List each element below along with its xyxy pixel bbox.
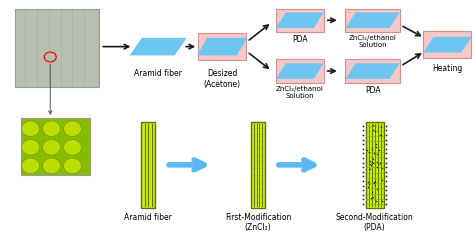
Text: PDA: PDA: [365, 86, 381, 95]
Ellipse shape: [22, 139, 40, 155]
Text: ZnCl₂/ethanol
Solution: ZnCl₂/ethanol Solution: [349, 35, 397, 48]
Text: Heating: Heating: [432, 64, 463, 73]
Ellipse shape: [22, 121, 40, 137]
Ellipse shape: [64, 139, 82, 155]
FancyBboxPatch shape: [276, 59, 324, 83]
FancyBboxPatch shape: [345, 9, 400, 32]
FancyBboxPatch shape: [423, 31, 471, 58]
FancyBboxPatch shape: [345, 59, 400, 83]
Polygon shape: [346, 12, 400, 28]
Polygon shape: [130, 38, 187, 55]
FancyBboxPatch shape: [365, 122, 383, 208]
Text: Second-Modification
(PDA): Second-Modification (PDA): [336, 213, 413, 232]
Text: Aramid fiber: Aramid fiber: [124, 213, 172, 222]
Ellipse shape: [43, 158, 61, 174]
FancyBboxPatch shape: [21, 118, 91, 175]
Polygon shape: [346, 63, 400, 79]
FancyBboxPatch shape: [276, 9, 324, 32]
FancyBboxPatch shape: [15, 9, 100, 87]
Ellipse shape: [64, 121, 82, 137]
Text: PDA: PDA: [292, 35, 308, 44]
Ellipse shape: [43, 121, 61, 137]
Polygon shape: [276, 63, 324, 79]
Text: ZnCl₂/ethanol
Solution: ZnCl₂/ethanol Solution: [276, 86, 324, 99]
Polygon shape: [276, 12, 324, 28]
Ellipse shape: [43, 139, 61, 155]
Ellipse shape: [64, 158, 82, 174]
FancyBboxPatch shape: [141, 122, 155, 208]
Text: Desized
(Acetone): Desized (Acetone): [203, 69, 241, 88]
Polygon shape: [197, 38, 247, 55]
Text: First-Modification
(ZnCl₂): First-Modification (ZnCl₂): [225, 213, 291, 232]
Polygon shape: [423, 37, 471, 52]
FancyBboxPatch shape: [251, 122, 265, 208]
Text: Aramid fiber: Aramid fiber: [134, 69, 182, 78]
FancyBboxPatch shape: [198, 33, 246, 60]
Ellipse shape: [22, 158, 40, 174]
